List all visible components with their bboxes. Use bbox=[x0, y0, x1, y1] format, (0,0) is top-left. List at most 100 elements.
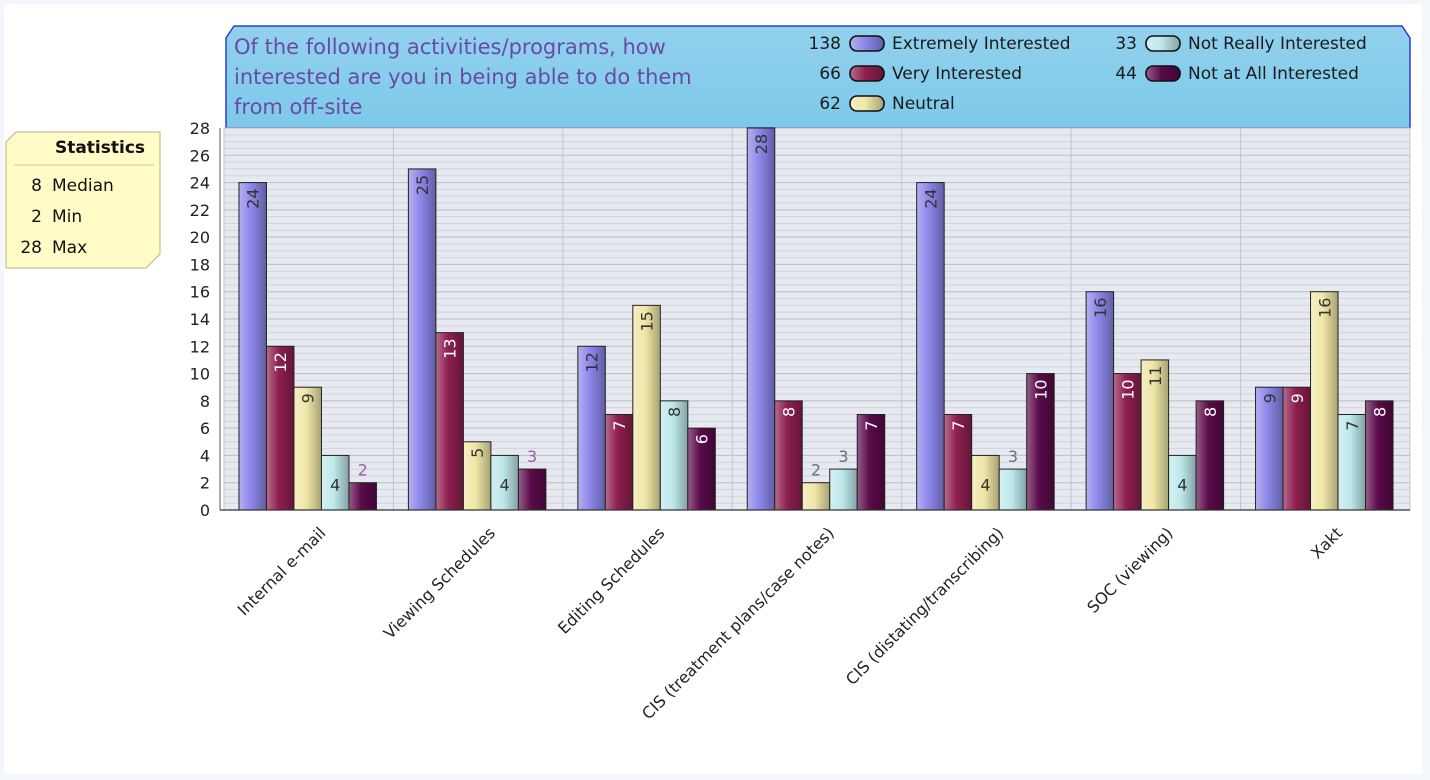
bar: 8 bbox=[774, 400, 803, 511]
bar: 16 bbox=[1085, 291, 1115, 511]
bar-rect bbox=[517, 468, 547, 511]
bar-rect bbox=[943, 414, 973, 511]
statistics-panel: Statistics 8 Median 2 Min 28 Max bbox=[5, 131, 161, 269]
bar-value-label: 3 bbox=[1008, 447, 1018, 466]
bar: 9 bbox=[1255, 386, 1284, 511]
bar-rect bbox=[1113, 373, 1142, 511]
statistics-label: Median bbox=[52, 176, 114, 196]
x-tick-label: CIS (treatment plans/case notes) bbox=[638, 523, 838, 723]
bar-rect bbox=[435, 332, 464, 511]
bar-value-label: 8 bbox=[665, 407, 684, 417]
bar: 9 bbox=[293, 386, 322, 511]
bar-rect bbox=[1168, 454, 1197, 511]
y-tick-label: 0 bbox=[200, 501, 210, 520]
bar: 5 bbox=[462, 441, 492, 511]
bar: 10 bbox=[1026, 373, 1055, 511]
bar-value-label: 13 bbox=[441, 338, 460, 358]
bar-rect bbox=[774, 400, 803, 511]
bar-value-label: 15 bbox=[638, 311, 657, 331]
bar-rect bbox=[407, 168, 437, 511]
bar-rect bbox=[687, 427, 716, 511]
bar: 3 bbox=[517, 447, 547, 511]
bar: 10 bbox=[1113, 373, 1142, 511]
y-tick-label: 14 bbox=[190, 310, 210, 329]
bar-rect bbox=[1310, 291, 1339, 511]
statistics-label: Max bbox=[52, 238, 87, 258]
bar-value-label: 2 bbox=[358, 461, 368, 480]
bar: 24 bbox=[238, 182, 267, 511]
y-tick-label: 22 bbox=[190, 201, 210, 220]
y-tick-label: 6 bbox=[200, 419, 210, 438]
bar-rect bbox=[1365, 400, 1394, 511]
bar: 7 bbox=[1337, 414, 1367, 511]
bar: 15 bbox=[632, 304, 661, 511]
bar-value-label: 8 bbox=[1201, 407, 1220, 417]
bar: 25 bbox=[407, 168, 437, 511]
bar-rect bbox=[1140, 359, 1170, 511]
legend-swatch bbox=[849, 65, 885, 82]
y-tick-label: 26 bbox=[190, 146, 210, 165]
statistics-value: 28 bbox=[20, 238, 42, 258]
bar-value-label: 9 bbox=[1288, 393, 1307, 403]
bar-value-label: 3 bbox=[527, 447, 537, 466]
bar-rect bbox=[238, 182, 267, 511]
legend-swatch bbox=[1145, 35, 1181, 52]
bar-value-label: 6 bbox=[693, 434, 712, 444]
y-tick-label: 24 bbox=[190, 174, 210, 193]
bar-rect bbox=[1282, 386, 1312, 511]
legend-total: 62 bbox=[819, 94, 841, 114]
bar-rect bbox=[320, 454, 350, 511]
bar-value-label: 4 bbox=[1177, 476, 1187, 495]
bar: 8 bbox=[1195, 400, 1225, 511]
bar-value-label: 4 bbox=[500, 476, 510, 495]
bar: 8 bbox=[1365, 400, 1394, 511]
legend-label: Neutral bbox=[892, 94, 955, 114]
statistics-box bbox=[5, 131, 161, 269]
bar-rect bbox=[348, 482, 377, 511]
bar-value-label: 10 bbox=[1031, 379, 1050, 399]
chart-title: from off-site bbox=[234, 95, 362, 119]
legend-label: Very Interested bbox=[892, 64, 1022, 84]
bar-rect bbox=[604, 414, 634, 511]
bar-rect bbox=[1085, 291, 1115, 511]
bar: 16 bbox=[1310, 291, 1339, 511]
bar-value-label: 7 bbox=[949, 420, 968, 430]
bar: 8 bbox=[659, 400, 689, 511]
y-tick-label: 16 bbox=[190, 283, 210, 302]
bars: 2412942251354312715862882372474310161011… bbox=[238, 127, 1394, 511]
bar-rect bbox=[659, 400, 689, 511]
bar-value-label: 7 bbox=[610, 420, 629, 430]
bar-rect bbox=[801, 482, 831, 511]
y-tick-label: 12 bbox=[190, 337, 210, 356]
bar: 24 bbox=[916, 182, 945, 511]
legend-total: 138 bbox=[809, 34, 841, 54]
x-tick-label: SOC (viewing) bbox=[1083, 523, 1176, 616]
legend-item: 33 Not Really Interested bbox=[1115, 34, 1366, 54]
bar: 7 bbox=[604, 414, 634, 511]
bar-value-label: 8 bbox=[1370, 407, 1389, 417]
bar: 12 bbox=[265, 345, 295, 511]
legend-label: Not at All Interested bbox=[1188, 64, 1359, 84]
bar-rect bbox=[293, 386, 322, 511]
chart-title: interested are you in being able to do t… bbox=[234, 65, 692, 89]
bar: 12 bbox=[577, 345, 606, 511]
bar-rect bbox=[265, 345, 295, 511]
bar-rect bbox=[1337, 414, 1367, 511]
legend-total: 33 bbox=[1115, 34, 1137, 54]
statistics-title: Statistics bbox=[55, 138, 145, 158]
bar-value-label: 12 bbox=[271, 352, 290, 372]
statistics-value: 2 bbox=[31, 207, 42, 227]
bar-value-label: 28 bbox=[752, 134, 771, 154]
legend-swatch bbox=[849, 35, 885, 52]
bar-rect bbox=[632, 304, 661, 511]
bar-value-label: 10 bbox=[1118, 379, 1137, 399]
bar: 4 bbox=[320, 454, 350, 511]
legend-item: 66 Very Interested bbox=[819, 64, 1022, 84]
legend-swatch bbox=[1145, 65, 1181, 82]
bar-rect bbox=[1026, 373, 1055, 511]
bar: 11 bbox=[1140, 359, 1170, 511]
bar-value-label: 7 bbox=[862, 420, 881, 430]
x-tick-label: Xakt bbox=[1307, 523, 1346, 562]
statistics-label: Min bbox=[52, 207, 82, 227]
